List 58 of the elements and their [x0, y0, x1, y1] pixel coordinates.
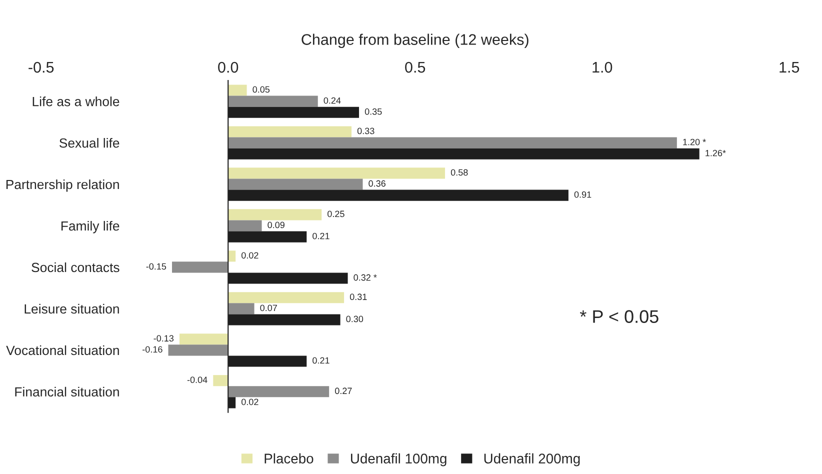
bar	[228, 137, 677, 148]
bar	[228, 178, 363, 190]
x-tick-label: 1.5	[780, 62, 800, 73]
y-tick-label: Social contacts	[32, 262, 120, 272]
data-label: 1.26*	[706, 150, 726, 156]
y-tick-label: Family life	[61, 220, 120, 234]
x-tick-label: 0.5	[405, 62, 426, 73]
legend-label: Placebo	[264, 453, 314, 464]
data-label: 0.05	[252, 86, 270, 93]
data-label: 0.35	[364, 108, 382, 115]
y-tick-label: Vocational situation	[6, 345, 119, 356]
bar	[179, 334, 228, 345]
data-label: -0.13	[154, 335, 174, 342]
data-label: 1.20 *	[683, 138, 706, 146]
y-tick-label: Sexual life	[60, 138, 120, 148]
data-label: 0.24	[324, 97, 341, 104]
x-tick-label: 1.0	[592, 62, 612, 73]
x-axis-title: Change from baseline (12 weeks)	[302, 34, 528, 48]
bar	[228, 168, 446, 179]
data-label: 0.31	[350, 294, 367, 300]
data-label: 0.27	[334, 388, 352, 394]
y-tick-label: Financial situation	[15, 386, 119, 397]
legend-label: Udenafil 100mg	[351, 453, 446, 466]
data-label: -0.16	[142, 346, 162, 353]
y-tick-label: Life as a whole	[32, 96, 120, 106]
bar	[228, 220, 262, 232]
bar	[228, 209, 322, 220]
y-tick-label: Partnership relation	[6, 179, 119, 192]
x-tick-label: -0.5	[28, 62, 54, 73]
bar	[228, 303, 254, 314]
y-tick-label: Leisure situation	[24, 304, 119, 314]
data-label: -0.04	[187, 376, 208, 384]
data-label: 0.09	[268, 222, 284, 228]
x-tick-label: 0.0	[218, 62, 238, 73]
bar	[228, 84, 247, 96]
bar	[228, 292, 344, 304]
bar	[228, 386, 330, 398]
data-label: 0.21	[312, 357, 330, 364]
bar	[172, 262, 228, 273]
bar	[228, 126, 352, 138]
data-label: 0.32 *	[354, 274, 377, 281]
data-label: 0.25	[328, 210, 344, 218]
data-label: 0.02	[241, 398, 258, 406]
data-label: 0.21	[312, 232, 330, 240]
data-label: 0.02	[241, 252, 258, 259]
data-label: 0.07	[260, 304, 277, 312]
legend-label: Udenafil 200mg	[484, 453, 580, 466]
bar	[228, 250, 236, 262]
annotation: * P < 0.05	[580, 310, 658, 323]
data-label: 0.33	[357, 128, 374, 134]
bar	[168, 344, 228, 356]
bar	[228, 96, 318, 107]
data-label: 0.91	[574, 191, 592, 198]
bar	[213, 375, 228, 386]
data-label: 0.36	[368, 180, 386, 187]
data-label: 0.30	[346, 316, 364, 322]
data-label: -0.15	[146, 263, 166, 270]
data-label: 0.58	[450, 169, 468, 176]
